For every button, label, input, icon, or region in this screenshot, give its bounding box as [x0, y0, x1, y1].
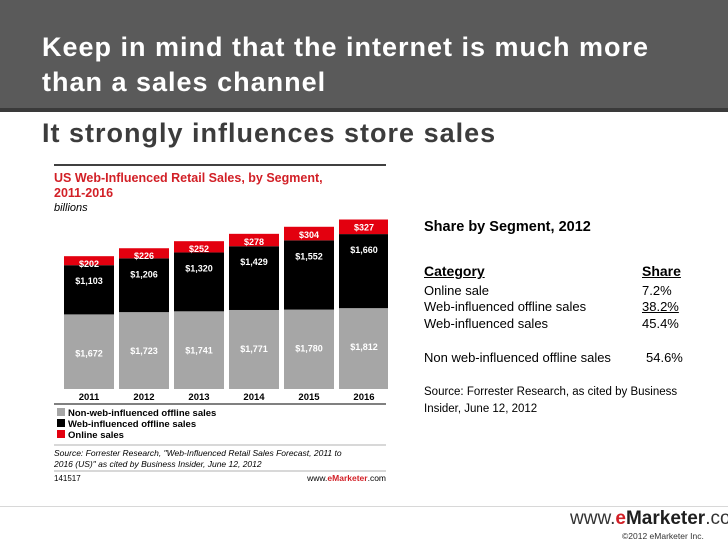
chart-brand: www.eMarketer.com: [306, 473, 386, 483]
data-label-2014-series-2: $278: [244, 237, 264, 247]
share-row-category: Online sale: [424, 283, 490, 298]
chart-brand-prefix: www.: [306, 473, 327, 483]
bar-2015-series-2: [284, 226, 334, 241]
data-label-2015-series-0: $1,780: [295, 344, 323, 354]
data-label-2012-series-0: $1,723: [130, 346, 158, 356]
legend-swatch-0: [57, 408, 65, 416]
share-header-share: Share: [642, 263, 681, 279]
emarketer-logo: www.eMarketer.com: [570, 508, 728, 530]
legend-label-0: Non-web-influenced offline sales: [68, 408, 216, 419]
legend-swatch-1: [57, 419, 65, 427]
share-table-source: Source: Forrester Research, as cited by …: [424, 386, 678, 415]
share-row-category: Non web-influenced offline sales: [424, 350, 611, 365]
bar-2011-series-0: [64, 314, 114, 389]
share-row-value: 45.4%: [642, 316, 679, 331]
share-row-web-influenced: Web-influenced sales 45.4%: [424, 315, 688, 332]
data-label-2015-series-2: $304: [299, 230, 319, 240]
logo-com: .com: [705, 508, 728, 529]
title-bar: [0, 0, 728, 108]
logo-www: www.: [570, 508, 616, 529]
data-label-2014-series-0: $1,771: [240, 344, 268, 354]
bar-2012-series-2: [119, 248, 169, 259]
chart-title-line2: 2011-2016: [54, 186, 113, 200]
share-table-title: Share by Segment, 2012: [424, 219, 591, 235]
bar-2012-series-1: [119, 258, 169, 313]
chart-source-line1: Source: Forrester Research, "Web-Influen…: [54, 448, 342, 458]
data-label-2013-series-2: $252: [189, 244, 209, 254]
data-label-2011-series-2: $202: [79, 259, 99, 269]
share-row-value: 7.2%: [642, 283, 672, 298]
stacked-bar-chart: US Web-Influenced Retail Sales, by Segme…: [53, 164, 388, 483]
chart-source-line2: 2016 (US)" as cited by Business Insider,…: [53, 459, 262, 469]
data-label-2016-series-1: $1,660: [350, 245, 378, 255]
slide-subtitle: It strongly influences store sales: [42, 118, 497, 148]
data-label-2013-series-1: $1,320: [185, 263, 213, 273]
share-row-value: 54.6%: [646, 350, 683, 365]
bar-2013-series-0: [174, 311, 224, 389]
chart-brand-name: eMarketer: [327, 473, 368, 483]
title-bar-divider: [0, 108, 728, 112]
share-row-online: Online sale 7.2%: [424, 282, 688, 299]
legend-label-1: Web-influenced offline sales: [68, 419, 196, 430]
chart-brand-suffix: .com: [368, 473, 386, 483]
bar-2011-series-1: [64, 265, 114, 315]
share-row-value: 38.2%: [642, 299, 679, 314]
data-label-2016-series-2: $327: [354, 223, 374, 233]
bar-2011-series-2: [64, 256, 114, 266]
bar-2013-series-2: [174, 241, 224, 253]
logo-e: e: [615, 508, 626, 529]
x-tick-2012: 2012: [133, 392, 154, 403]
bar-2014-series-2: [229, 233, 279, 247]
x-tick-2011: 2011: [79, 392, 100, 403]
bar-2015-series-1: [284, 240, 334, 310]
chart-id: 141517: [54, 474, 81, 483]
chart-title-line1: US Web-Influenced Retail Sales, by Segme…: [54, 171, 323, 185]
data-label-2014-series-1: $1,429: [240, 257, 268, 267]
share-row-non-web: Non web-influenced offline sales 54.6%: [424, 349, 688, 366]
x-tick-2014: 2014: [243, 392, 265, 403]
data-label-2012-series-2: $226: [134, 251, 154, 261]
share-row-category: Web-influenced sales: [424, 316, 549, 331]
x-tick-2016: 2016: [353, 392, 374, 403]
share-row-category: Web-influenced offline sales: [424, 299, 587, 314]
chart-legend: Non-web-influenced offline salesWeb-infl…: [57, 408, 216, 441]
slide-title: Keep in mind that the internet is much m…: [42, 32, 650, 97]
x-tick-2015: 2015: [298, 392, 320, 403]
share-row-web-offline: Web-influenced offline sales 38.2%: [424, 298, 688, 315]
bar-2016-series-1: [339, 234, 388, 309]
bar-2013-series-1: [174, 252, 224, 312]
bar-2014-series-1: [229, 246, 279, 310]
footer-divider: [0, 506, 728, 507]
share-table-header: Category Share: [424, 263, 688, 280]
x-tick-2013: 2013: [188, 392, 209, 403]
copyright: ©2012 eMarketer Inc.: [622, 531, 704, 541]
logo-marketer: Marketer: [625, 508, 706, 529]
data-label-2015-series-1: $1,552: [295, 251, 323, 261]
chart-bars: $1,672 $1,103 $202 2011 $1,723 $1,206 $226 2012…: [54, 219, 388, 405]
data-label-2012-series-1: $1,206: [130, 269, 158, 279]
bar-2016-series-0: [339, 308, 388, 389]
bar-2015-series-0: [284, 309, 334, 389]
legend-swatch-2: [57, 430, 65, 438]
bar-2012-series-0: [119, 312, 169, 389]
chart-units: billions: [54, 202, 88, 214]
share-header-category: Category: [424, 263, 485, 279]
bar-2014-series-0: [229, 309, 279, 389]
chart-panel: US Web-Influenced Retail Sales, by Segme…: [52, 163, 388, 487]
data-label-2016-series-0: $1,812: [350, 342, 378, 352]
bar-2016-series-2: [339, 219, 388, 235]
legend-label-2: Online sales: [68, 430, 124, 441]
data-label-2013-series-0: $1,741: [185, 345, 213, 355]
data-label-2011-series-1: $1,103: [75, 276, 103, 286]
data-label-2011-series-0: $1,672: [75, 348, 103, 358]
